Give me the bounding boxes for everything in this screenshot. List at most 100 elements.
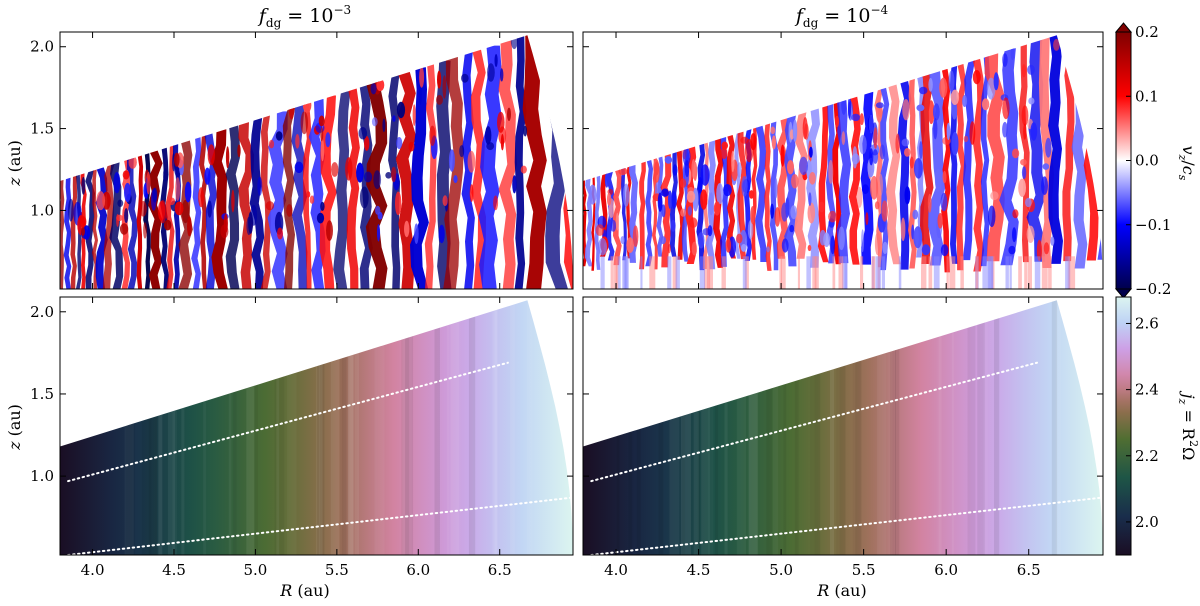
- colorbar-tick-label: 2.4: [1135, 381, 1159, 399]
- velocity-blob: [174, 152, 180, 167]
- velocity-faint-stripe: [946, 256, 949, 289]
- angular-momentum-streak: [628, 300, 633, 555]
- velocity-stripe: [836, 98, 852, 264]
- angular-momentum-streak: [492, 300, 498, 555]
- velocity-stripe: [764, 121, 772, 271]
- velocity-blob: [901, 138, 910, 147]
- velocity-stripe: [639, 160, 646, 270]
- angular-momentum-streak: [887, 297, 892, 555]
- velocity-blob: [737, 162, 742, 178]
- velocity-blob: [1018, 178, 1026, 197]
- velocity-blob: [830, 235, 835, 255]
- velocity-faint-stripe: [600, 256, 605, 289]
- velocity-blob: [510, 35, 518, 50]
- dotted-line-lower: [67, 496, 573, 555]
- velocity-faint-stripe: [814, 256, 819, 289]
- velocity-blob: [1027, 64, 1035, 75]
- velocity-stripe: [754, 123, 767, 263]
- angular-momentum-streak: [815, 297, 821, 555]
- velocity-stripe: [249, 117, 265, 289]
- velocity-blob: [396, 137, 403, 149]
- angular-momentum-streak: [172, 300, 177, 555]
- angular-momentum-streak: [148, 300, 158, 555]
- velocity-stripe: [886, 83, 901, 265]
- velocity-blob: [507, 107, 511, 122]
- velocity-faint-stripe: [871, 256, 876, 289]
- velocity-blob: [661, 188, 669, 197]
- dotted-line-lower: [590, 496, 1103, 555]
- velocity-blob: [902, 99, 910, 121]
- velocity-stripe: [941, 66, 951, 273]
- velocity-blob: [861, 229, 865, 253]
- velocity-faint-stripe: [844, 256, 848, 289]
- angular-momentum-streak: [697, 300, 700, 555]
- dotted-line-upper: [590, 361, 1038, 483]
- velocity-blob: [1036, 239, 1042, 262]
- velocity-stripe: [165, 144, 175, 289]
- velocity-blob: [950, 89, 960, 106]
- velocity-blob: [939, 77, 948, 98]
- velocity-faint-stripe: [623, 256, 628, 289]
- velocity-blob: [320, 126, 324, 142]
- velocity-blob: [1012, 227, 1017, 243]
- velocity-stripe: [282, 107, 296, 289]
- colorbar-extend-max: [1114, 22, 1133, 33]
- velocity-blob: [248, 211, 254, 234]
- angular-momentum-streak: [203, 300, 207, 555]
- velocity-stripe: [645, 157, 653, 267]
- axes-frame: [59, 31, 574, 290]
- velocity-blob: [679, 178, 687, 188]
- colorbar-label-velocity: vz/cs: [1176, 146, 1198, 181]
- velocity-faint-stripe: [949, 256, 956, 289]
- velocity-stripe: [478, 45, 502, 289]
- velocity-blob: [940, 192, 948, 212]
- velocity-blob: [972, 70, 981, 85]
- velocity-stripe: [984, 52, 1005, 262]
- velocity-stripe: [191, 136, 202, 289]
- angular-momentum-streak: [402, 300, 412, 555]
- velocity-stripe: [267, 111, 288, 289]
- velocity-blob: [680, 208, 686, 217]
- angular-momentum-streak: [374, 300, 385, 555]
- velocity-blob: [870, 175, 879, 200]
- velocity-blob: [320, 201, 325, 211]
- angular-momentum-streak: [124, 300, 134, 555]
- velocity-blob: [841, 131, 846, 146]
- velocity-stripe: [173, 141, 181, 289]
- velocity-blob: [686, 190, 696, 203]
- velocity-blob: [500, 134, 504, 151]
- angular-momentum-streak: [316, 300, 320, 555]
- velocity-blob: [1053, 39, 1060, 51]
- velocity-blob: [747, 220, 754, 240]
- x-tick-label: 4.5: [687, 561, 711, 579]
- velocity-blob: [993, 72, 999, 91]
- velocity-blob: [791, 174, 799, 189]
- velocity-stripe: [443, 56, 464, 289]
- velocity-blob: [485, 126, 492, 145]
- velocity-blob: [168, 197, 176, 206]
- velocity-stripe: [583, 177, 587, 267]
- velocity-blob: [96, 191, 106, 211]
- colorbar-tick-label: −0.1: [1135, 216, 1171, 234]
- velocity-faint-stripe: [709, 256, 713, 289]
- velocity-blob: [364, 136, 370, 151]
- velocity-faint-stripe: [988, 256, 993, 289]
- velocity-blob: [713, 201, 721, 216]
- velocity-faint-stripe: [875, 256, 881, 289]
- velocity-blob: [725, 237, 732, 253]
- axes-frame: [582, 31, 1104, 290]
- velocity-blob: [909, 156, 914, 169]
- velocity-blob: [622, 183, 630, 207]
- angular-momentum-streak: [748, 300, 758, 555]
- angular-momentum-streak: [447, 300, 450, 555]
- colorbar-extend-min: [1114, 288, 1133, 299]
- velocity-blob: [1025, 197, 1032, 208]
- angular-momentum-streak: [951, 300, 954, 555]
- velocity-blob: [453, 175, 458, 184]
- velocity-blob: [257, 176, 263, 196]
- velocity-blob: [861, 184, 869, 195]
- velocity-faint-stripe: [613, 256, 618, 289]
- velocity-blob: [615, 212, 620, 231]
- velocity-blob: [632, 225, 639, 247]
- velocity-blob: [851, 113, 861, 122]
